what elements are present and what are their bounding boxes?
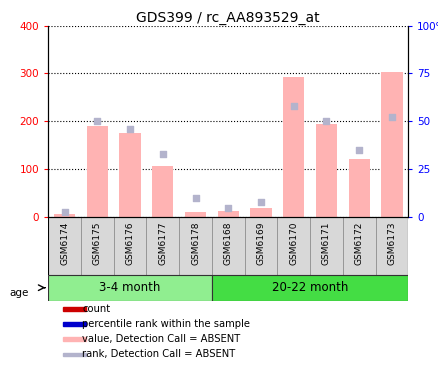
Bar [63,322,86,326]
Bar [212,217,244,275]
Title: GDS399 / rc_AA893529_at: GDS399 / rc_AA893529_at [136,11,319,25]
Bar [119,133,141,217]
Bar [342,217,374,275]
Bar [381,72,402,217]
Bar [63,307,86,311]
Text: percentile rank within the sample: percentile rank within the sample [82,319,250,329]
Text: value, Detection Call = ABSENT: value, Detection Call = ABSENT [82,334,240,344]
Bar [63,352,86,356]
Text: age: age [10,288,29,298]
Text: GSM6175: GSM6175 [93,221,102,265]
Text: GSM6176: GSM6176 [125,221,134,265]
Point [355,147,362,153]
Bar [348,159,369,217]
Bar [63,337,86,341]
Bar [48,217,81,275]
Point [290,103,297,109]
Bar [184,212,206,217]
Point [191,195,198,201]
Text: GSM6173: GSM6173 [386,221,396,265]
Point [388,115,395,120]
Bar [212,275,407,300]
Text: GSM6168: GSM6168 [223,221,232,265]
Bar [309,217,342,275]
Point [322,118,329,124]
Bar [179,217,212,275]
Text: count: count [82,304,110,314]
Point [94,118,101,124]
Text: 20-22 month: 20-22 month [271,281,347,294]
Text: GSM6174: GSM6174 [60,221,69,265]
Bar [244,217,277,275]
Bar [87,126,108,217]
Point [126,126,133,132]
Text: GSM6170: GSM6170 [289,221,297,265]
Text: rank, Detection Call = ABSENT: rank, Detection Call = ABSENT [82,350,235,359]
Text: GSM6178: GSM6178 [191,221,200,265]
Bar [217,211,238,217]
Point [159,151,166,157]
Text: 3-4 month: 3-4 month [99,281,160,294]
Text: GSM6177: GSM6177 [158,221,167,265]
Bar [54,214,75,217]
Bar [277,217,309,275]
Bar [113,217,146,275]
Bar [374,217,407,275]
Bar [250,208,271,217]
Point [61,209,68,215]
Text: GSM6171: GSM6171 [321,221,330,265]
Text: GSM6169: GSM6169 [256,221,265,265]
Bar [283,77,304,217]
Bar [81,217,113,275]
Bar [48,275,212,300]
Bar [315,124,336,217]
Point [224,205,231,211]
Text: GSM6172: GSM6172 [354,221,363,265]
Bar [152,165,173,217]
Point [257,199,264,205]
Bar [146,217,179,275]
